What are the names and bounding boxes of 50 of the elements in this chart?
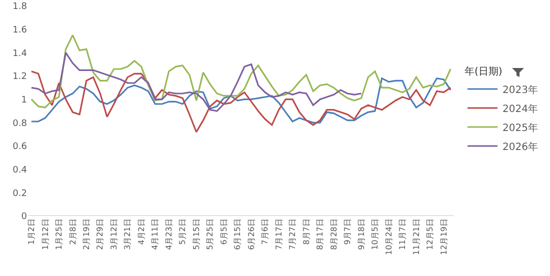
line-series [30,78,452,124]
legend-label: 2026年 [502,140,538,153]
x-tick-label: 9月18日 [356,218,366,250]
y-tick-label: 0.4 [12,165,28,176]
y-tick-label: 0.6 [12,142,28,152]
x-tick-label: 1月2日 [27,218,36,245]
line-series [30,52,362,112]
legend-label: 2024年 [502,102,538,115]
x-tick-label: 12月5日 [426,218,435,250]
y-tick-label: 0.2 [12,188,27,199]
x-tick-label: 8月17日 [316,218,325,250]
x-tick-label: 6月5日 [219,218,228,245]
x-tick-label: 9月7日 [343,218,352,245]
x-tick-label: 5月25日 [206,218,215,250]
y-tick-label: 0.8 [12,118,28,129]
x-tick-label: 7月6日 [260,218,270,245]
y-tick-label: 1 [21,95,27,106]
y-tick-label: 0 [21,212,28,222]
x-tick-label: 10月24日 [384,218,394,255]
x-tick-label: 2月19日 [82,218,91,250]
x-tick-label: 7月17日 [274,218,284,250]
x-tick-label: 6月15日 [233,218,242,250]
x-tick-label: 12月19日 [439,218,448,255]
x-tick-label: 4月23日 [164,218,174,250]
x-tick-label: 3月12日 [109,218,118,250]
line-series [30,34,452,108]
x-tick-label: 11月7日 [398,218,408,250]
x-tick-label: 2月8日 [68,218,78,245]
x-tick-label: 7月27日 [288,218,298,250]
x-tick-label: 10月5日 [370,218,380,250]
x-tick-label: 8月28日 [329,218,338,250]
x-tick-label: 6月26日 [246,218,256,250]
x-tick-label: 4月11日 [150,218,160,250]
x-tick-label: 8月7日 [302,218,311,245]
line-series [30,70,452,133]
x-tick-label: 1月12日 [40,218,50,250]
x-tick-label: 2月29日 [96,218,105,250]
legend-label: 2023年 [502,84,538,96]
x-tick-label: 11月21日 [412,218,421,255]
y-tick-label: 1.4 [12,48,28,59]
x-tick-label: 4月2日 [136,218,146,245]
y-tick-label: 1.8 [12,2,28,12]
x-tick-label: 5月2日 [178,218,188,245]
legend-label: 2025年 [502,122,538,134]
x-tick-label: 3月21日 [123,218,132,250]
x-tick-label: 1月25日 [54,218,64,250]
y-tick-label: 1.6 [12,25,28,36]
y-tick-label: 1.2 [12,72,27,82]
legend-title: 年(日期) [464,66,502,78]
x-tick-label: 5月15日 [192,218,201,250]
